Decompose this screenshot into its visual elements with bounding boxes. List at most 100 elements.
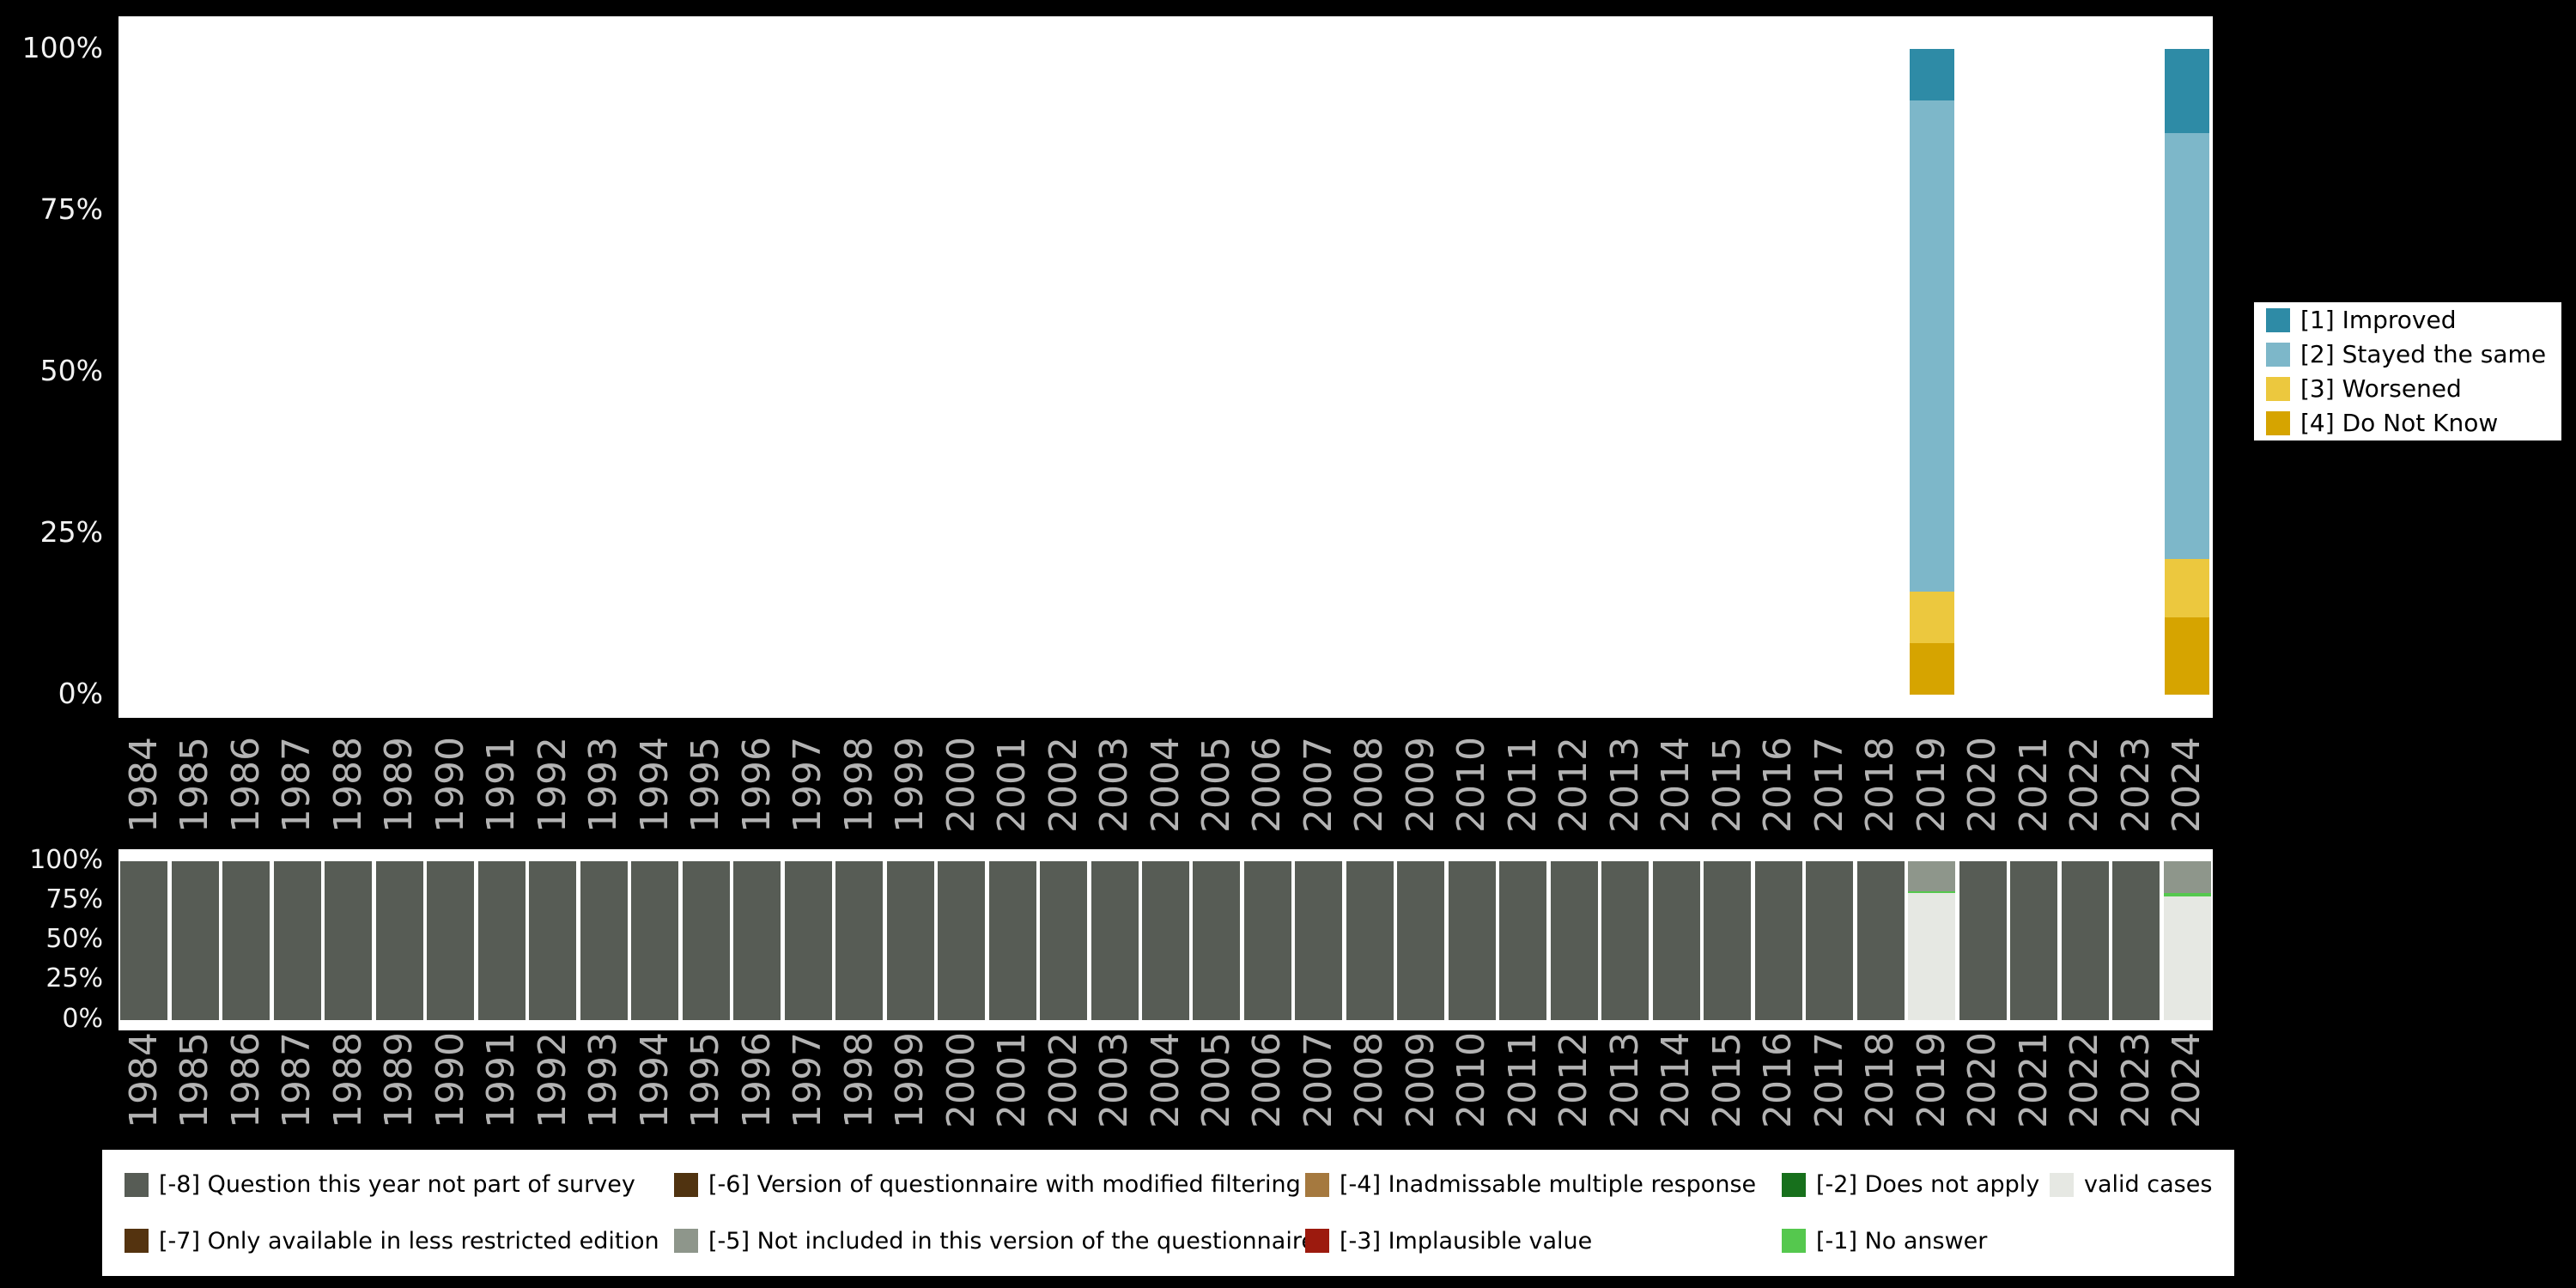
x-tick-label: 2008 [1347,737,1392,833]
x-tick-label: 2010 [1449,1032,1494,1128]
legend-swatch [1305,1172,1329,1197]
bar-segment [477,861,526,1020]
legend-swatch [2266,410,2290,435]
x-tick-label: 1996 [734,1032,779,1128]
x-tick-label: 1990 [428,737,472,833]
missing-legend-item: [-5] Not included in this version of the… [674,1228,1315,1255]
legend-label: [3] Worsened [2300,374,2462,403]
x-tick-label: 1999 [888,737,933,833]
x-tick-label: 2013 [1602,737,1647,833]
missing-legend-item: [-8] Question this year not part of surv… [125,1171,674,1198]
bar-segment [2061,861,2109,1020]
x-tick-label: 1985 [173,737,217,833]
bar-segment [1346,861,1394,1020]
bar-segment [2165,559,2210,617]
legend-label: [-5] Not included in this version of the… [708,1227,1315,1255]
x-tick-label: 2015 [1704,1032,1749,1128]
bar-segment [1806,861,1854,1020]
x-tick-label: 2005 [1194,737,1238,833]
x-tick-label: 2018 [1858,737,1903,833]
x-tick-label: 1991 [479,1032,524,1128]
x-tick-label: 1994 [632,1032,677,1128]
bar-segment [1142,861,1189,1020]
bar-segment [1652,861,1700,1020]
x-tick-label: 1985 [173,1032,217,1128]
y-tick-label: 0% [58,676,103,710]
y-tick-label: 50% [46,924,103,954]
missing-legend-item: valid cases [2050,1171,2226,1198]
bar-segment [1909,591,1954,643]
legend-label: [1] Improved [2300,306,2457,334]
bar-segment [733,861,781,1020]
x-tick-label: 1993 [581,737,626,833]
bar-segment [325,861,373,1020]
missing-legend-item: [-4] Inadmissable multiple response [1305,1171,1782,1198]
missing-legend-item: [-1] No answer [1782,1228,2050,1255]
bar-segment [784,861,832,1020]
x-tick-label: 2017 [1807,737,1851,833]
bar-segment [1856,861,1905,1020]
x-tick-label: 2012 [1552,1032,1596,1128]
legend-swatch [2266,307,2290,332]
top-chart-plot [118,16,2213,718]
x-tick-label: 1989 [377,737,422,833]
legend-label: [-1] No answer [1816,1227,1988,1255]
x-tick-label: 2011 [1500,737,1545,833]
bar-segment [1193,861,1241,1020]
x-tick-label: 2009 [1398,737,1443,833]
bar-segment [2165,49,2210,133]
response-legend-item: [4] Do Not Know [2266,409,2549,437]
x-tick-label: 1987 [275,1032,319,1128]
response-legend-item: [1] Improved [2266,306,2549,334]
x-tick-label: 2020 [1960,737,2005,833]
x-tick-label: 1993 [581,1032,626,1128]
legend-swatch [2050,1172,2074,1197]
bar-segment [1909,49,1954,101]
x-tick-label: 2010 [1449,737,1494,833]
x-tick-label: 1986 [223,737,268,833]
x-tick-label: 2012 [1552,737,1596,833]
x-tick-label: 2008 [1347,1032,1392,1128]
bar-segment [1243,861,1291,1020]
missing-legend-item: [-7] Only available in less restricted e… [125,1228,674,1255]
bar-segment [1040,861,1088,1020]
x-tick-label: 2009 [1398,1032,1443,1128]
missing-legend-item: [-2] Does not apply [1782,1171,2050,1198]
x-tick-label: 2024 [2165,1032,2209,1128]
bar-segment [1295,861,1343,1020]
x-tick-label: 2001 [990,737,1035,833]
x-tick-label: 2021 [2011,1032,2056,1128]
y-tick-label: 75% [46,884,103,914]
x-tick-label: 1998 [836,737,881,833]
y-tick-label: 75% [39,191,103,226]
x-tick-label: 2006 [1245,737,1290,833]
bottom-chart-plot [118,849,2213,1030]
bar-segment [2165,132,2210,560]
legend-label: [-7] Only available in less restricted e… [159,1227,659,1255]
x-tick-label: 2003 [1092,737,1136,833]
x-tick-label: 2020 [1960,1032,2005,1128]
x-tick-label: 2019 [1909,737,1953,833]
legend-swatch [2266,342,2290,367]
x-tick-label: 2016 [1756,1032,1801,1128]
legend-label: [2] Stayed the same [2300,340,2547,368]
bar-segment [1091,861,1139,1020]
x-tick-label: 2013 [1602,1032,1647,1128]
x-tick-label: 1992 [530,737,574,833]
y-tick-label: 0% [62,1003,103,1034]
x-tick-label: 1998 [836,1032,881,1128]
bar-segment [631,861,679,1020]
x-tick-label: 1984 [121,737,166,833]
x-tick-label: 1994 [632,737,677,833]
bar-segment [120,861,168,1020]
bar-segment [1908,861,1956,892]
bar-segment [1908,891,1956,893]
x-tick-label: 2018 [1858,1032,1903,1128]
x-tick-label: 2022 [2063,1032,2107,1128]
x-tick-label: 2011 [1500,1032,1545,1128]
response-legend-item: [2] Stayed the same [2266,340,2549,368]
bar-segment [2165,617,2210,695]
legend-label: valid cases [2084,1171,2213,1199]
legend-label: [-3] Implausible value [1340,1227,1593,1255]
x-tick-label: 2023 [2113,737,2158,833]
